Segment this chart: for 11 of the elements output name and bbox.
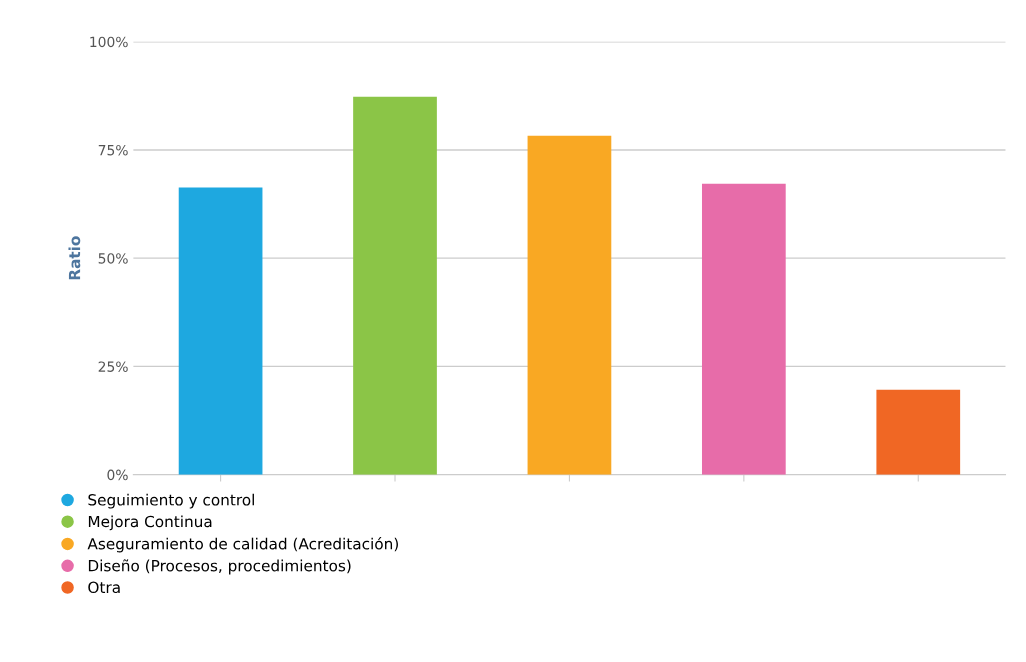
legend-label: Aseguramiento de calidad (Acreditación): [87, 537, 398, 553]
legend-label: Otra: [88, 581, 120, 594]
legend-label: Diseño (Procesos, procedimientos): [88, 559, 351, 575]
y-tick-label: 25%: [98, 361, 128, 372]
y-tick-label: 100%: [90, 36, 128, 48]
y-tick-label: 0%: [107, 469, 128, 481]
legend-label: Seguimiento y control: [88, 493, 254, 509]
y-tick-label: 75%: [98, 144, 128, 156]
legend-label: Mejora Continua: [88, 515, 212, 531]
y-axis-title: Ratio: [68, 236, 81, 280]
y-tick-label: 50%: [98, 253, 128, 264]
